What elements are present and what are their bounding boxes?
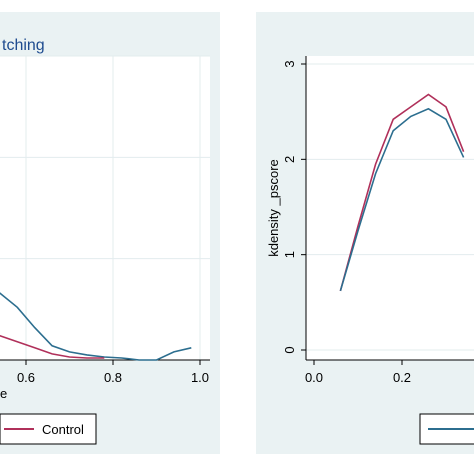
left-chart-panel: tching 0.6 0.8 1.0 e Control (0, 12, 220, 454)
right-chart-panel: 0.0 0.2 0 1 2 3 kdensity _pscore (256, 12, 474, 454)
right-y-tick-label: 1 (282, 251, 297, 258)
left-grid (0, 55, 210, 360)
right-grid (306, 63, 474, 351)
right-x-tick-label: 0.0 (305, 370, 323, 385)
left-legend: Control (0, 413, 97, 445)
left-plot-area (0, 56, 210, 360)
right-series (339, 93, 465, 292)
left-x-tick-label: 1.0 (191, 370, 209, 385)
left-x-tick-label: 0.6 (17, 370, 35, 385)
right-y-axis-label: kdensity _pscore (266, 159, 281, 257)
right-series-line-2 (339, 107, 465, 292)
right-x-ticks: 0.0 0.2 (305, 360, 411, 385)
right-x-tick-label: 0.2 (393, 370, 411, 385)
right-y-tick-label: 0 (282, 346, 297, 353)
right-y-tick-label: 3 (282, 60, 297, 67)
right-series-line-1 (339, 93, 465, 292)
right-y-tick-label: 2 (282, 156, 297, 163)
legend-label-control: Control (42, 422, 84, 437)
left-x-axis-label: e (0, 386, 7, 401)
left-series (0, 292, 192, 361)
left-x-ticks: 0.6 0.8 1.0 (17, 360, 209, 385)
left-x-tick-label: 0.8 (104, 370, 122, 385)
left-series-line-control (0, 334, 105, 359)
left-series-line-treated (0, 292, 192, 361)
left-chart-title: tching (2, 37, 45, 54)
right-y-ticks: 0 1 2 3 (282, 60, 306, 354)
right-plot-area (306, 56, 474, 360)
right-legend (419, 413, 474, 445)
